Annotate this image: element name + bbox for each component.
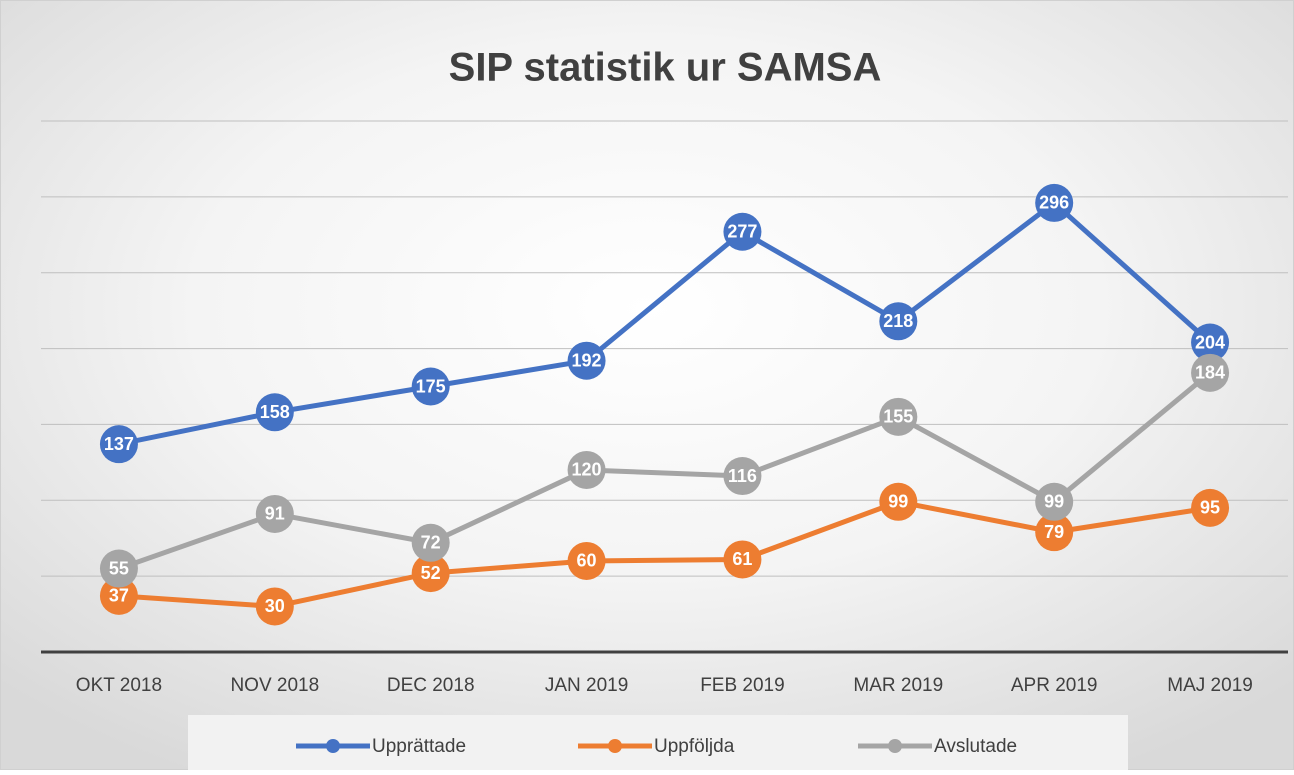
data-label: 37 [109, 586, 129, 606]
legend-label: Avslutade [934, 736, 1017, 757]
marker [1035, 482, 1074, 521]
data-label: 55 [109, 558, 129, 578]
marker [1035, 183, 1074, 222]
series-line [118, 499, 1211, 609]
x-tick-label: MAR 2019 [853, 675, 943, 696]
marker [1191, 488, 1230, 527]
marker [723, 457, 762, 496]
x-tick-label: JAN 2019 [545, 675, 628, 696]
marker [723, 212, 762, 251]
marker [255, 494, 294, 533]
data-label: 175 [416, 376, 446, 396]
x-tick-label: MAJ 2019 [1167, 675, 1253, 696]
legend-label: Uppföljda [654, 736, 735, 757]
data-label: 30 [265, 596, 285, 616]
data-label: 72 [421, 533, 441, 553]
data-label: 204 [1195, 332, 1225, 352]
data-label: 52 [421, 563, 441, 583]
marker [99, 549, 138, 588]
data-label: 116 [728, 466, 757, 486]
data-label: 137 [104, 434, 134, 454]
data-label: 155 [883, 407, 913, 427]
marker [99, 425, 138, 464]
marker [879, 397, 918, 436]
data-label: 296 [1039, 193, 1069, 213]
marker [411, 367, 450, 406]
data-label: 192 [572, 350, 602, 370]
data-label: 91 [265, 504, 285, 524]
x-tick-label: OKT 2018 [76, 675, 162, 696]
data-label: 120 [572, 460, 602, 480]
data-label: 95 [1200, 498, 1220, 518]
data-label: 184 [1195, 363, 1225, 383]
x-tick-label: NOV 2018 [230, 675, 319, 696]
marker [255, 587, 294, 626]
marker [567, 450, 606, 489]
marker [723, 540, 762, 579]
marker [1191, 323, 1230, 362]
data-label: 218 [883, 311, 913, 331]
data-label: 99 [888, 492, 908, 512]
marker [1191, 353, 1230, 392]
data-label: 99 [1044, 492, 1064, 512]
legend-swatch-marker [888, 739, 902, 753]
marker [879, 482, 918, 521]
series-line [118, 200, 1212, 447]
legend-swatch-marker [326, 739, 340, 753]
x-tick-label: APR 2019 [1011, 675, 1098, 696]
marker [879, 302, 918, 341]
data-label: 61 [732, 549, 752, 569]
legend-background [188, 715, 1128, 770]
data-label: 60 [577, 551, 597, 571]
marker [411, 523, 450, 562]
marker [567, 541, 606, 580]
data-label: 79 [1044, 522, 1064, 542]
legend-label: Upprättade [372, 736, 466, 757]
x-tick-label: DEC 2018 [387, 675, 475, 696]
marker [1035, 513, 1074, 552]
marker [567, 341, 606, 380]
legend-swatch-marker [608, 739, 622, 753]
marker [255, 393, 294, 432]
data-label: 277 [727, 222, 757, 242]
chart-title: SIP statistik ur SAMSA [449, 46, 882, 90]
marker [411, 554, 450, 593]
marker [99, 576, 138, 615]
series-line [118, 370, 1212, 571]
x-tick-label: FEB 2019 [700, 675, 785, 696]
data-label: 158 [260, 402, 290, 422]
